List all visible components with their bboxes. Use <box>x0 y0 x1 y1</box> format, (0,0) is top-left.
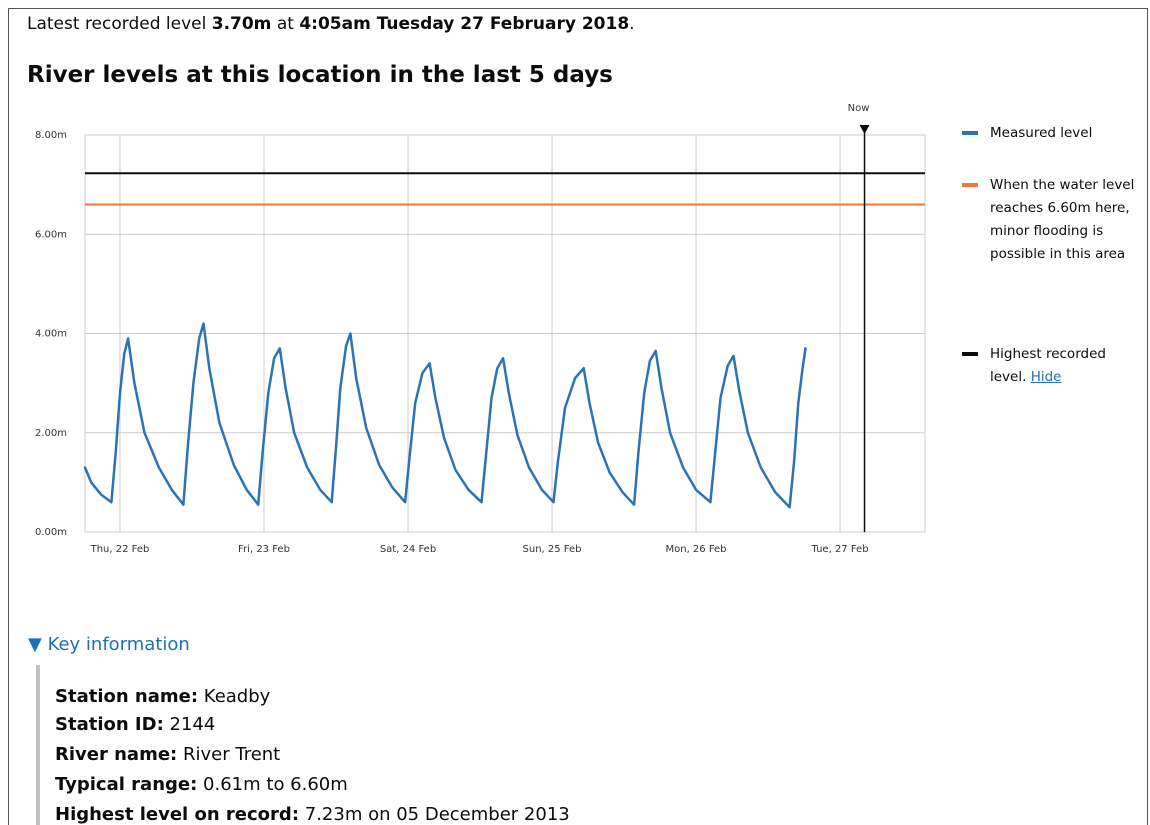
legend-label: Highest recorded level. <box>990 346 1106 385</box>
y-tick-label: 0.00m <box>35 527 67 538</box>
x-tick-label: Sat, 24 Feb <box>380 544 436 555</box>
text: at <box>276 14 294 34</box>
x-tick-label: Thu, 22 Feb <box>90 544 150 555</box>
legend-label: Measured level <box>990 125 1093 141</box>
legend-entry: Measured level <box>990 122 1140 145</box>
triangle-icon: ▼ <box>28 634 42 655</box>
x-tick-label: Tue, 27 Feb <box>811 544 869 555</box>
legend-entry: When the water level reaches 6.60m here,… <box>990 174 1140 266</box>
frame <box>8 8 1148 9</box>
key-item: Station ID: 2144 <box>55 714 215 735</box>
toggle-text[interactable]: Key information <box>47 634 190 655</box>
inset-bar <box>36 665 40 825</box>
key-item: River name: River Trent <box>55 744 280 765</box>
x-tick-label: Mon, 26 Feb <box>665 544 726 555</box>
legend-entry: Highest recorded level. Hide <box>990 343 1140 389</box>
latest-reading: Latest recorded level 3.70m at 4:05am Tu… <box>27 14 635 34</box>
chart: 8.00m 6.00m 4.00m 2.00m 0.00m Thu, 22 Feb Fri,… <box>35 103 926 555</box>
y-tick-label: 6.00m <box>35 229 67 240</box>
y-tick-label: 8.00m <box>35 130 67 141</box>
level: 3.70m <box>211 14 272 34</box>
legend-swatch <box>962 183 978 187</box>
text: . <box>629 14 635 34</box>
legend-label: When the water level reaches 6.60m here,… <box>990 177 1135 262</box>
x-tick-label: Fri, 23 Feb <box>238 544 290 555</box>
key-label: Station ID: <box>55 714 164 735</box>
hide-link[interactable]: Hide <box>1030 369 1062 385</box>
key-value: River Trent <box>182 744 281 765</box>
chart-title: River levels at this location in the las… <box>27 62 613 88</box>
y-tick-label: 4.00m <box>35 329 67 340</box>
text: Latest recorded level <box>27 14 207 34</box>
key-value: 0.61m to 6.60m <box>203 774 348 795</box>
series-line <box>83 322 807 509</box>
legend-swatch <box>962 131 978 135</box>
y-tick-label: 2.00m <box>35 428 67 439</box>
time: 4:05am Tuesday 27 February 2018 <box>299 14 630 34</box>
key-value: 2144 <box>169 714 216 735</box>
frame <box>8 8 9 825</box>
key-label: Station name: <box>55 686 199 707</box>
key-label: River name: <box>55 744 178 765</box>
key-label: Highest level on record: <box>55 804 300 825</box>
key-item: Station name: Keadby <box>55 686 270 707</box>
key-label: Typical range: <box>55 774 198 795</box>
legend-swatch <box>962 352 978 356</box>
key-information-toggle[interactable]: ▼ Key information <box>28 634 190 655</box>
key-value: Keadby <box>203 686 271 707</box>
now-marker <box>859 125 870 134</box>
x-tick-label: Sun, 25 Feb <box>523 544 582 555</box>
now-label: Now <box>848 103 870 114</box>
key-item: Highest level on record: 7.23m on 05 Dec… <box>55 804 570 825</box>
key-item: Typical range: 0.61m to 6.60m <box>55 774 348 795</box>
key-value: 7.23m on 05 December 2013 <box>304 804 570 825</box>
frame <box>1147 8 1148 825</box>
